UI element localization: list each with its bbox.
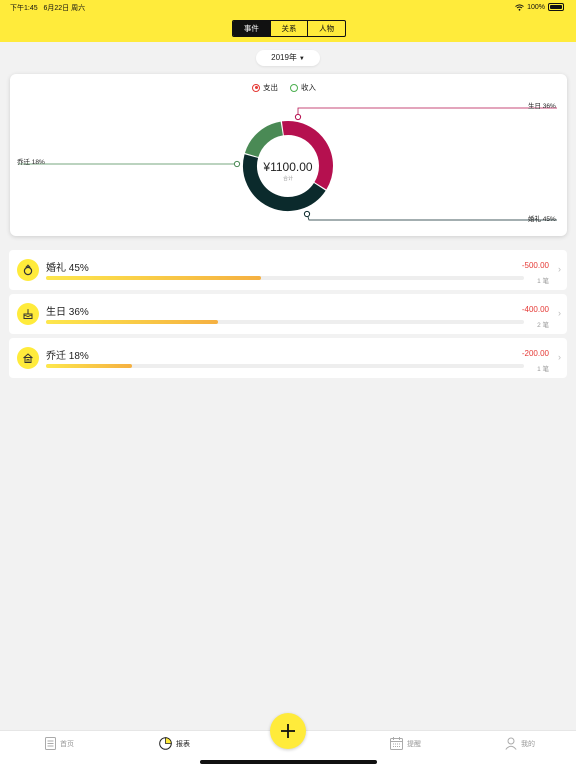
row-amount: -500.00 [521,261,549,270]
home-indicator [200,760,377,764]
progress-fill [46,364,133,368]
status-time: 下午1:45 6月22日 周六 [10,5,86,12]
row-amount: -400.00 [521,305,549,314]
chevron-right-icon: › [558,264,561,274]
list-item-move[interactable]: 乔迁 18% -200.00 1 笔 › [9,338,567,378]
progress-track [46,320,524,324]
progress-fill [46,276,262,280]
row-count: 1 笔 [537,366,549,373]
callout-line-birthday [297,107,557,117]
tab-events[interactable]: 事件 [233,21,270,36]
callout-dot-birthday [294,113,302,121]
ring-icon [17,259,39,281]
row-amount: -200.00 [521,349,549,358]
radio-selected-icon [252,83,260,92]
tab-people[interactable]: 人物 [307,21,345,36]
house-icon [17,347,39,369]
person-icon [505,737,517,750]
caret-down-icon: ▼ [298,56,305,62]
progress-track [46,364,524,368]
category-segmented-control[interactable]: 事件 关系 人物 [232,20,346,37]
calendar-icon [390,737,403,750]
tab-reminder[interactable]: 提醒 [390,737,421,750]
legend-expense[interactable]: 支出 [252,82,278,93]
label-wedding: 婚礼 45% [528,216,556,223]
donut-slice-生日[interactable] [281,121,333,190]
status-bar: 下午1:45 6月22日 周六 100% [0,0,576,14]
radio-unselected-icon [290,83,298,92]
progress-fill [46,320,219,324]
add-record-button[interactable] [270,713,306,749]
callout-dot-move [233,160,241,168]
status-indicators: 100% [515,3,564,11]
chart-legend: 支出 收入 [252,82,316,93]
donut-slice-婚礼[interactable] [243,154,326,211]
callout-dot-wedding [303,210,311,218]
plus-icon [281,724,295,738]
row-count: 1 笔 [537,278,549,285]
callout-line-wedding [306,213,557,221]
wifi-icon [515,3,524,11]
row-count: 2 笔 [537,322,549,329]
label-move: 乔迁 18% [17,159,45,166]
tab-home[interactable]: 首页 [45,737,74,750]
tab-mine[interactable]: 我的 [505,737,535,750]
cake-icon [17,303,39,325]
list-item-wedding[interactable]: 婚礼 45% -500.00 1 笔 › [9,250,567,290]
donut-slice-乔迁[interactable] [244,121,284,158]
tab-report[interactable]: 报表 [159,737,190,750]
chevron-right-icon: › [558,308,561,318]
pie-chart-icon [159,737,172,750]
battery-percent: 100% [527,3,545,11]
header-bar [0,0,576,42]
tab-relations[interactable]: 关系 [269,21,308,36]
progress-track [46,276,524,280]
year-selector[interactable]: 2019年 ▼ [256,50,320,66]
legend-income[interactable]: 收入 [290,82,316,93]
battery-icon [548,3,564,11]
chart-total: ¥1100.00 [263,160,313,174]
chart-total-caption: 合计 [282,176,293,182]
chevron-right-icon: › [558,352,561,362]
label-birthday: 生日 36% [528,103,556,110]
list-item-birthday[interactable]: 生日 36% -400.00 2 笔 › [9,294,567,334]
row-label: 婚礼 45% [46,263,89,274]
row-label: 生日 36% [46,307,89,318]
document-icon [45,737,56,750]
row-label: 乔迁 18% [46,351,89,362]
donut-chart [18,107,557,221]
